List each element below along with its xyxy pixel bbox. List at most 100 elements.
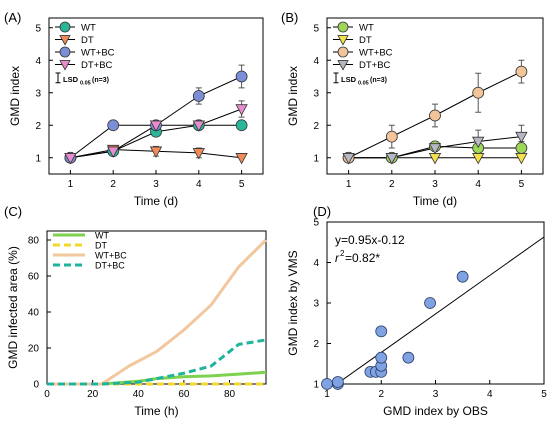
- legend-label: DT: [81, 35, 94, 46]
- data-point-dt: [428, 153, 442, 165]
- y-axis-label: GMD infected area (%): [6, 246, 20, 369]
- y-tick-label: 2: [35, 121, 41, 132]
- y-tick-label: 1: [313, 153, 319, 164]
- x-tick-label: 2: [110, 179, 116, 190]
- y-tick-label: 2: [313, 121, 319, 132]
- legend-marker-wt-bc: [337, 46, 349, 58]
- x-tick-label: 4: [487, 389, 493, 400]
- series-line-wt: [47, 370, 267, 386]
- legend-marker-dt-bc: [59, 60, 71, 71]
- legend-label: DT: [359, 35, 372, 46]
- x-tick-label: 40: [133, 389, 145, 400]
- x-tick-label: 3: [432, 179, 438, 190]
- y-tick-label: 40: [28, 308, 40, 319]
- x-tick-label: 3: [153, 179, 159, 190]
- legend-label: WT: [81, 23, 96, 34]
- x-tick-label: 2: [389, 179, 395, 190]
- regression-line: [336, 236, 545, 385]
- x-tick-label: 5: [239, 179, 245, 190]
- x-tick-label: 80: [224, 389, 236, 400]
- lsd-label: LSD: [341, 75, 357, 84]
- y-tick-label: 2: [313, 339, 319, 350]
- legend-marker-wt-bc: [59, 46, 71, 58]
- scatter-point: [402, 351, 415, 364]
- panel-label: (D): [313, 204, 331, 219]
- x-tick-label: 1: [68, 179, 74, 190]
- y-tick-label: 3: [313, 88, 319, 99]
- data-point-dt-bc: [64, 153, 77, 165]
- legend-marker-wt: [337, 21, 349, 33]
- x-tick-label: 2: [378, 389, 384, 400]
- lsd-label: LSD: [63, 75, 79, 84]
- data-point-wt-bc: [429, 109, 441, 122]
- y-tick-label: 60: [28, 272, 40, 283]
- data-point-dt-bc: [149, 120, 163, 132]
- x-tick-label: 4: [475, 179, 481, 190]
- data-point-dt: [149, 146, 163, 158]
- legend-label: DT+BC: [95, 261, 125, 271]
- y-tick-label: 1: [35, 153, 41, 164]
- legend-label: WT+BC: [95, 251, 127, 261]
- y-tick-label: 4: [313, 258, 319, 269]
- data-point-dt: [235, 153, 248, 165]
- r-squared-symbol: r: [335, 251, 340, 265]
- legend-label: DT+BC: [359, 60, 391, 71]
- scatter-point: [424, 297, 436, 309]
- x-tick-label: 5: [519, 179, 525, 190]
- x-tick-label: 20: [87, 389, 99, 400]
- y-tick-label: 20: [28, 344, 40, 355]
- y-tick-label: 0: [33, 380, 39, 391]
- lsd-subscript: 0.05: [358, 80, 369, 86]
- plot-frame: [46, 230, 267, 385]
- legend-marker-wt: [59, 21, 71, 33]
- x-tick-label: 0: [44, 389, 50, 400]
- y-tick-label: 3: [313, 299, 319, 310]
- lsd-note: (n=3): [92, 77, 109, 84]
- x-axis-label: Time (d): [134, 194, 178, 208]
- data-point-wt-bc: [385, 130, 398, 143]
- y-tick-label: 5: [35, 23, 41, 34]
- panel-c: 0 20 40 60 80 0 20 40 60 80 Time (h) GMD infected a…: [4, 204, 268, 418]
- x-tick-label: 60: [178, 389, 190, 400]
- data-point-dt-bc: [385, 153, 398, 165]
- scatter-point: [331, 376, 344, 388]
- legend-label: DT+BC: [81, 60, 113, 71]
- scatter-point: [321, 378, 333, 390]
- y-axis-label: GMD index: [8, 66, 22, 126]
- y-tick-label: 4: [313, 56, 319, 67]
- y-tick-label: 3: [35, 88, 41, 99]
- y-axis-label: GMD index: [286, 66, 300, 126]
- data-point-dt-bc: [192, 120, 205, 132]
- x-tick-label: 4: [196, 179, 202, 190]
- regression-equation: y=0.95x-0.12: [335, 233, 405, 247]
- r-squared-power: 2: [340, 249, 345, 258]
- panel-label: (C): [4, 204, 22, 219]
- panel-label: (A): [4, 10, 21, 25]
- scatter-point: [456, 270, 469, 283]
- scatter-point: [375, 325, 388, 338]
- data-point-wt-bc: [515, 65, 528, 78]
- data-point-dt-bc: [428, 143, 442, 155]
- y-tick-label: 5: [313, 218, 319, 229]
- lsd-note: (n=3): [370, 77, 387, 84]
- series-line-dt-bc: [47, 338, 267, 386]
- y-tick-label: 1: [313, 380, 319, 391]
- x-tick-label: 5: [541, 389, 547, 400]
- x-tick-label: 1: [324, 389, 330, 400]
- series-line-wt-bc: [70, 76, 242, 159]
- scatter-point: [375, 351, 388, 364]
- panel-d: 1 2 3 4 5 1 2 3 4 5 GMD index by OBS GMD index by V…: [286, 204, 547, 418]
- data-point-dt-bc: [472, 136, 485, 149]
- data-point-dt-bc: [235, 104, 248, 116]
- data-point-dt: [472, 153, 485, 165]
- x-axis-label: GMD index by OBS: [383, 404, 488, 418]
- y-axis-label: GMD index by VMS: [286, 250, 300, 355]
- legend-label: DT: [95, 241, 107, 251]
- legend-marker-dt-bc: [337, 60, 349, 71]
- y-tick-label: 80: [28, 236, 40, 247]
- lsd-subscript: 0.05: [80, 80, 91, 86]
- x-tick-label: 1: [346, 179, 352, 190]
